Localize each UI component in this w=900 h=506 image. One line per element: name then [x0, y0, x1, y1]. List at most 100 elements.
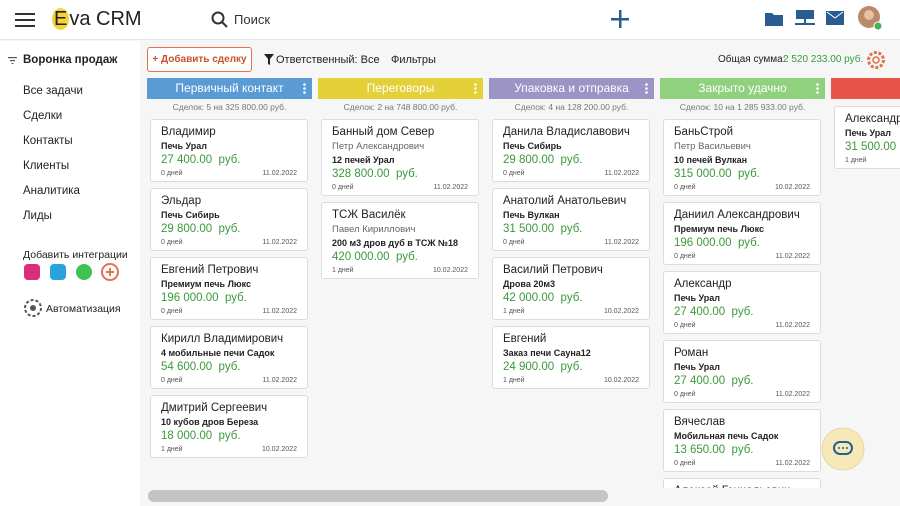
column-summary: Сделок: 2 на 748 800.00 руб. [343, 102, 458, 112]
deal-card[interactable]: Кирилл Владимирович 4 мобильные печи Садо… [150, 326, 308, 389]
deal-footer: 0 дней 11.02.2022 [674, 460, 810, 467]
deal-date: 11.02.2022 [262, 308, 297, 315]
deal-footer: 1 дней [845, 157, 900, 164]
avatar[interactable] [857, 5, 883, 31]
deal-card[interactable]: Данила Владиславович Печь Сибирь 29 800.00… [492, 119, 650, 182]
deal-card[interactable]: ТСЖ Василёк Павел Кириллович 200 м3 дров д… [321, 202, 479, 279]
menu-item[interactable]: Аналитика [23, 185, 80, 197]
column-menu[interactable] [816, 83, 819, 94]
deal-footer: 0 дней 11.02.2022 [674, 391, 810, 398]
deal-date: 11.02.2022 [433, 184, 468, 191]
column-summary: Сделок: 4 на 128 200.00 руб. [514, 102, 629, 112]
deal-card[interactable]: Евгений Заказ печи Сауна12 24 900.00 руб. 1… [492, 326, 650, 389]
deal-name: Вячеслав [674, 416, 726, 428]
responsible-filter[interactable]: Ответственный: Все [276, 54, 380, 66]
deal-age: 0 дней [674, 391, 696, 398]
deal-date: 10.02.2022 [603, 308, 639, 315]
menu-item[interactable]: Все задачи [23, 85, 83, 97]
deal-amount: 13 650.00 руб. [674, 444, 754, 456]
integration-icons[interactable] [23, 263, 123, 283]
deal-name: Дмитрий Сергеевич [161, 402, 268, 414]
deal-age: 0 дней [161, 239, 183, 246]
deal-card[interactable]: Эльдар Печь Сибирь 29 800.00 руб. 0 дней 11.… [150, 188, 308, 251]
deal-date: 11.02.2022 [262, 377, 297, 384]
menu-item[interactable]: Лиды [23, 210, 52, 222]
add-button[interactable] [611, 10, 629, 28]
column-menu[interactable] [474, 83, 477, 94]
deal-footer: 1 дней 10.02.2022 [503, 377, 639, 384]
deal-name: БаньСтрой [674, 126, 734, 138]
column-header[interactable] [831, 78, 900, 99]
deal-age: 0 дней [161, 377, 183, 384]
deal-amount: 420 000.00 руб. [332, 251, 418, 263]
deal-amount: 27 400.00 руб. [674, 375, 754, 387]
deal-amount: 328 800.00 руб. [332, 168, 418, 180]
menu-item[interactable]: Клиенты [23, 160, 70, 172]
deal-card[interactable]: Даниил Александрович Премиум печь Люкс 196… [663, 202, 821, 265]
deal-footer: 0 дней 11.02.2022 [161, 308, 297, 315]
folder-icon[interactable] [765, 11, 783, 26]
deal-amount: 42 000.00 руб. [503, 292, 583, 304]
menu-button[interactable] [15, 12, 35, 28]
deal-age: 0 дней [332, 184, 354, 191]
column-header[interactable]: Закрыто удачно [660, 78, 825, 99]
chat-button[interactable] [820, 426, 866, 472]
column-menu[interactable] [303, 83, 306, 94]
deal-contact: Петр Васильевич [674, 141, 751, 152]
deal-card[interactable]: Александр Печь Урал 31 500.00 руб. 1 дней [834, 106, 900, 169]
deal-card[interactable]: Евгений Петрович Премиум печь Люкс 196 000… [150, 257, 308, 320]
network-icon[interactable] [795, 10, 815, 27]
menu-item[interactable]: Контакты [23, 135, 73, 147]
integrations-title: Добавить интеграции [23, 249, 128, 261]
deal-contact: Петр Александрович [332, 141, 425, 152]
settings-icon[interactable] [866, 50, 886, 70]
deal-card[interactable]: Владимир Печь Урал 27 400.00 руб. 0 дней 11.… [150, 119, 308, 182]
funnel-title[interactable]: Воронка продаж [23, 54, 118, 66]
column-header[interactable]: Упаковка и отправка [489, 78, 654, 99]
deal-footer: 0 дней 11.02.2022 [503, 170, 639, 177]
deal-footer: 0 дней 11.02.2022 [332, 184, 468, 191]
filters-button[interactable]: Фильтры [391, 54, 436, 66]
search-input[interactable]: Поиск [234, 12, 271, 27]
deal-date: 11.02.2022 [604, 170, 639, 177]
deal-amount: 29 800.00 руб. [161, 223, 241, 235]
automation-icon [24, 299, 42, 317]
deal-age: 1 дней [332, 267, 354, 274]
deal-card[interactable]: Василий Петрович Дрова 20м3 42 000.00 руб.… [492, 257, 650, 320]
logo[interactable]: Eva CRM [54, 8, 142, 30]
deal-card[interactable]: Банный дом Север Петр Александрович 12 печ… [321, 119, 479, 196]
deal-product: Печь Урал [845, 128, 891, 138]
column-header[interactable]: Переговоры [318, 78, 483, 99]
deal-date: 11.02.2022 [604, 239, 639, 246]
deal-card[interactable]: Роман Печь Урал 27 400.00 руб. 0 дней 11.02.… [663, 340, 821, 403]
deal-footer: 1 дней 10.02.2022 [332, 267, 468, 274]
horizontal-scrollbar[interactable] [148, 490, 608, 502]
menu-item[interactable]: Сделки [23, 110, 63, 122]
mail-icon[interactable] [826, 11, 844, 25]
deal-card[interactable]: Александр Печь Урал 27 400.00 руб. 0 дней 11… [663, 271, 821, 334]
deal-amount: 315 000.00 руб. [674, 168, 760, 180]
deal-age: 0 дней [674, 460, 696, 467]
deal-product: Печь Сибирь [161, 210, 220, 220]
deal-amount: 27 400.00 руб. [674, 306, 754, 318]
deal-card[interactable]: Анатолий Анатольевич Печь Вулкан 31 500.00… [492, 188, 650, 251]
deal-product: Премиум печь Люкс [674, 224, 764, 234]
automation-link[interactable]: Автоматизация [46, 303, 121, 315]
column-header[interactable]: Первичный контакт [147, 78, 312, 99]
deal-card[interactable]: БаньСтрой Петр Васильевич 10 печей Вулкан 3… [663, 119, 821, 196]
deal-footer: 0 дней 11.02.2022 [674, 253, 810, 260]
add-deal-button[interactable]: + Добавить сделку [147, 47, 252, 72]
deal-card[interactable]: Алексей Геннадьевич [663, 478, 821, 488]
column: Закрыто удачно Сделок: 10 на 1 285 933.00… [660, 78, 825, 488]
column-summary: Сделок: 10 на 1 285 933.00 руб. [679, 102, 806, 112]
deal-contact: Павел Кириллович [332, 224, 416, 235]
column-menu[interactable] [645, 83, 648, 94]
deal-product: 4 мобильные печи Садок [161, 348, 275, 358]
deal-age: 0 дней [674, 253, 696, 260]
deal-card[interactable]: Дмитрий Сергеевич 10 кубов дров Береза 18 … [150, 395, 308, 458]
deal-date: 11.02.2022 [775, 391, 810, 398]
deal-amount: 29 800.00 руб. [503, 154, 583, 166]
deal-product: Премиум печь Люкс [161, 279, 251, 289]
deal-card[interactable]: Вячеслав Мобильная печь Садок 13 650.00 ру… [663, 409, 821, 472]
deal-age: 0 дней [503, 239, 525, 246]
